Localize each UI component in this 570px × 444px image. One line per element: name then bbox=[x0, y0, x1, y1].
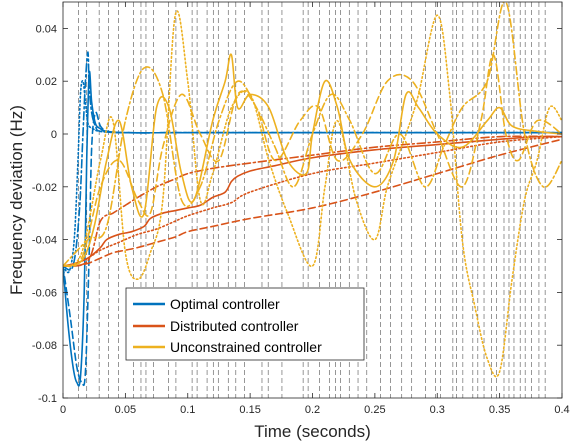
series-line bbox=[63, 135, 562, 267]
y-tick-label: -0.1 bbox=[38, 393, 57, 405]
legend: Optimal controller Distributed controlle… bbox=[125, 287, 365, 361]
y-axis-ticks: -0.1 -0.08 -0.06 -0.04 -0.02 0 0.02 0.04 bbox=[32, 23, 562, 405]
y-tick-label: 0.02 bbox=[36, 76, 57, 88]
y-tick-label: -0.06 bbox=[32, 287, 57, 299]
x-tick-label: 0.3 bbox=[430, 404, 445, 416]
x-axis-title: Time (seconds) bbox=[254, 422, 371, 441]
y-tick-label: 0.04 bbox=[36, 23, 57, 35]
series-line bbox=[63, 80, 562, 274]
x-tick-label: 0 bbox=[60, 404, 66, 416]
x-tick-label: 0.2 bbox=[305, 404, 320, 416]
legend-label-unconstrained: Unconstrained controller bbox=[170, 339, 322, 355]
legend-box bbox=[125, 287, 365, 361]
y-tick-label: 0 bbox=[51, 129, 57, 141]
y-axis-title: Frequency deviation (Hz) bbox=[7, 105, 26, 295]
x-tick-label: 0.15 bbox=[239, 404, 260, 416]
x-tick-label: 0.05 bbox=[115, 404, 136, 416]
series-lines bbox=[63, 2, 562, 387]
series-line bbox=[63, 138, 562, 267]
y-tick-label: -0.04 bbox=[32, 235, 57, 247]
series-line bbox=[63, 2, 562, 267]
y-tick-label: -0.02 bbox=[32, 182, 57, 194]
x-tick-label: 0.25 bbox=[364, 404, 385, 416]
x-tick-label: 0.35 bbox=[489, 404, 510, 416]
y-tick-label: -0.08 bbox=[32, 340, 57, 352]
series-line bbox=[63, 53, 562, 267]
x-tick-label: 0.4 bbox=[554, 404, 569, 416]
legend-label-optimal: Optimal controller bbox=[170, 296, 280, 312]
series-line bbox=[63, 53, 562, 268]
series-line bbox=[63, 10, 562, 378]
x-tick-label: 0.1 bbox=[180, 404, 195, 416]
legend-label-distributed: Distributed controller bbox=[170, 318, 299, 334]
x-axis-ticks: 0 0.05 0.1 0.15 0.2 0.25 0.3 0.35 0.4 bbox=[60, 2, 570, 416]
series-line bbox=[63, 135, 562, 267]
